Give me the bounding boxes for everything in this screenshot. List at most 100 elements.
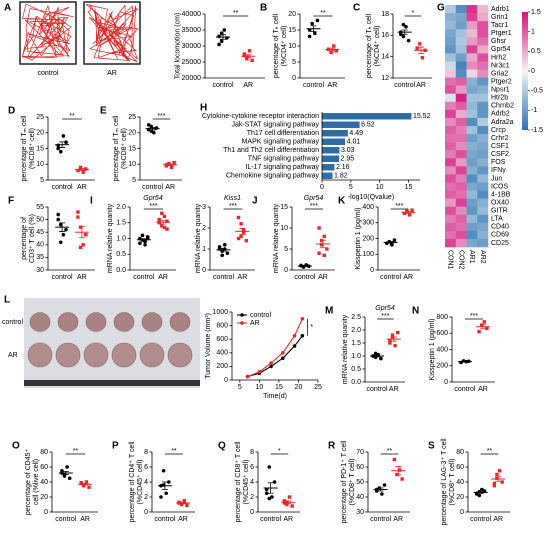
panel-letter: O <box>12 441 20 452</box>
heatmap-cell <box>477 45 489 54</box>
y-tick-label: 0 <box>44 509 48 516</box>
data-point <box>152 130 156 135</box>
y-axis-label: Total locomotion (cm) <box>174 13 181 80</box>
x-tick-label: 20 <box>295 384 303 391</box>
heatmap-cell <box>445 182 457 191</box>
y-tick-label: 2.0 <box>351 327 361 334</box>
heatmap-cell <box>445 230 457 240</box>
heatmap-cell <box>466 85 478 95</box>
error-bar <box>329 47 336 52</box>
heatmap-cell <box>477 230 489 240</box>
data-point <box>222 28 227 32</box>
y-tick-label: 6 <box>250 464 254 471</box>
y-tick-label: 55 <box>36 204 44 211</box>
data-point <box>482 320 486 324</box>
data-point <box>287 495 292 499</box>
heatmap-cell <box>466 69 478 78</box>
heatmap-cell <box>445 214 457 224</box>
data-point <box>390 243 394 247</box>
y-tick-label: 30000 <box>182 43 202 50</box>
data-point <box>406 38 411 43</box>
y-axis-label: (%CD45⁺ cell) <box>243 460 250 505</box>
y-axis-label: Kisspeptin 1 (pg/ml) <box>355 208 362 270</box>
heatmap-cell <box>455 182 467 191</box>
category-label: MAPK signaling pathway <box>242 139 320 146</box>
data-point <box>143 243 147 247</box>
data-point <box>223 243 227 247</box>
significance: ** <box>387 448 393 455</box>
bar <box>322 121 360 128</box>
y-tick-label: 2 <box>250 494 254 501</box>
y-tick-label: 0 <box>460 509 464 516</box>
data-point <box>310 21 315 26</box>
panel-letter: I <box>90 196 93 207</box>
data-point <box>242 230 246 234</box>
heatmap-cell <box>445 238 457 248</box>
data-point <box>480 487 484 492</box>
heatmap-cell <box>477 37 489 46</box>
data-point <box>390 336 395 340</box>
legend-marker <box>240 321 244 325</box>
error-bar <box>405 210 412 214</box>
data-point <box>399 32 403 37</box>
panel-letter: H <box>200 103 207 114</box>
bar-value-label: 15.52 <box>413 113 431 120</box>
line <box>247 335 303 378</box>
row-label: Adra2a <box>491 119 514 126</box>
error-bar <box>461 360 468 363</box>
heatmap-cell <box>445 21 457 30</box>
y-tick-label: 5 <box>284 246 288 253</box>
y-tick-label: 40 <box>40 479 48 486</box>
data-point <box>270 495 274 499</box>
row-label: ICOS <box>491 183 508 190</box>
heatmap-cell <box>455 45 467 54</box>
colorbar-tick-label: 1.5 <box>531 9 541 16</box>
x-tick-label: control <box>154 516 175 523</box>
heatmap-cell <box>466 13 478 22</box>
error-bar <box>495 476 502 482</box>
panel-letter: L <box>4 295 10 306</box>
row-label: FOS <box>491 159 506 166</box>
significance: *** <box>229 203 237 210</box>
x-tick-label: control <box>142 184 163 191</box>
y-tick-label: 600 <box>216 336 228 343</box>
data-point <box>167 480 171 484</box>
y-axis-label: percentage of CD8⁺ T cell <box>235 441 242 522</box>
heatmap-cell <box>455 190 467 199</box>
heatmap-cell <box>466 29 478 38</box>
y-tick-label: 35000 <box>182 27 202 34</box>
data-point <box>267 465 272 469</box>
row-label: Crcp <box>491 127 506 134</box>
y-tick-label: 8 <box>250 449 254 456</box>
x-tick-label: AR <box>165 184 175 191</box>
tumor <box>169 312 191 332</box>
heatmap-cell <box>445 174 457 183</box>
heatmap-cell <box>466 53 478 62</box>
x-tick-label: control <box>52 184 73 191</box>
y-tick-label: 20 <box>40 494 48 501</box>
heatmap-cell <box>455 206 467 216</box>
panel-letter: K <box>338 196 346 207</box>
y-axis-label: percentage of PD-1⁺ T cell <box>341 440 348 523</box>
heatmap-cell <box>466 174 478 183</box>
significance: * <box>310 324 313 331</box>
heatmap-cell <box>455 126 467 135</box>
data-point <box>401 34 406 39</box>
y-tick-label: 25 <box>36 114 44 121</box>
heatmap-cell <box>455 150 467 159</box>
y-tick-label: 60 <box>456 464 464 471</box>
data-point <box>81 170 85 174</box>
y-tick-label: 0 <box>202 267 206 274</box>
y-axis-label: percentage of CD4⁺ T cell <box>129 441 136 522</box>
data-point <box>56 143 60 148</box>
x-tick-label: 0 <box>320 184 324 191</box>
data-point <box>138 241 142 246</box>
heatmap-cell <box>445 134 457 143</box>
data-point <box>244 238 248 243</box>
data-point <box>415 46 419 50</box>
heatmap-cell <box>466 198 478 207</box>
heatmap-cell <box>477 117 489 127</box>
line-marker <box>300 334 305 338</box>
data-point <box>402 211 407 215</box>
colorbar-tick-label: 0.5 <box>531 48 541 55</box>
